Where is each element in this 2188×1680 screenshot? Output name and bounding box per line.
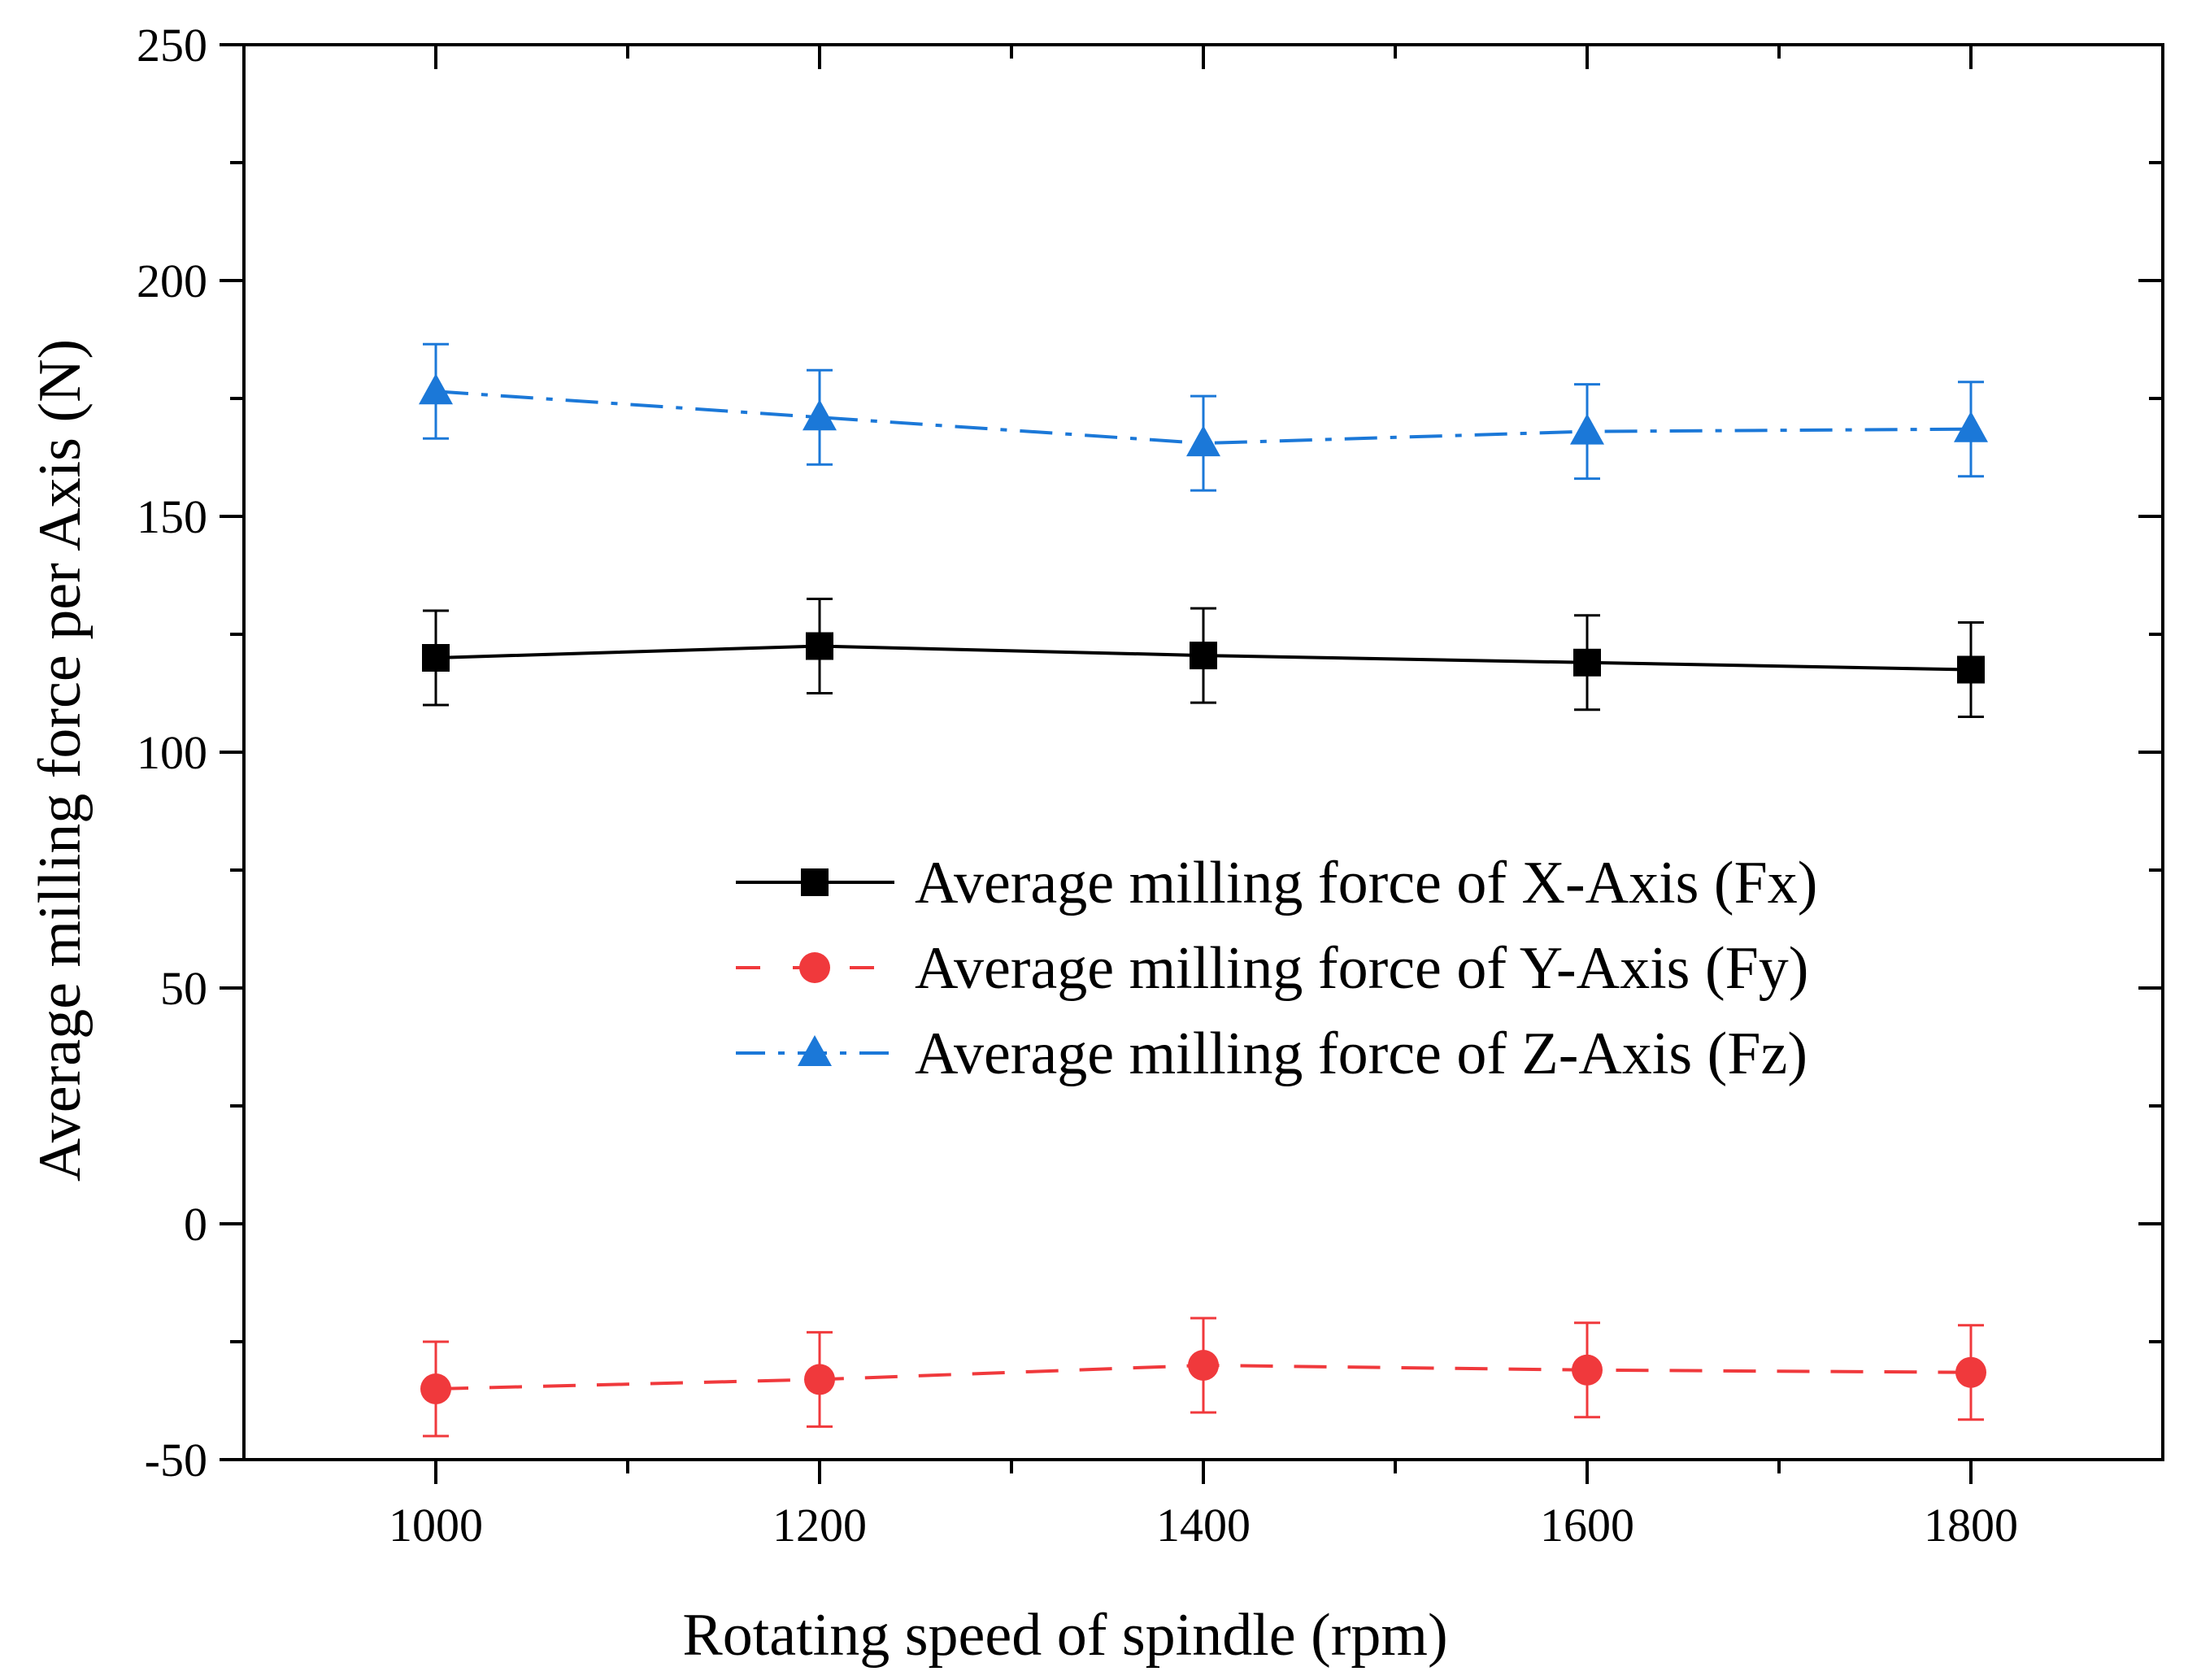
legend-marker — [798, 1035, 832, 1066]
x-tick-label: 1600 — [1540, 1499, 1634, 1552]
data-point-fy — [1188, 1350, 1219, 1381]
legend-marker — [799, 952, 830, 983]
y-tick-label: 250 — [137, 19, 207, 72]
data-point-fz — [1186, 425, 1220, 457]
legend-label: Average milling force of X-Axis (Fx) — [915, 850, 1817, 916]
data-point-fx — [1957, 655, 1985, 684]
data-point-fx — [422, 644, 450, 672]
data-point-fy — [804, 1364, 835, 1395]
series-layer — [419, 342, 1988, 1438]
data-point-fx — [1573, 648, 1601, 677]
y-tick-label: 50 — [160, 962, 207, 1015]
x-tick-label: 1800 — [1924, 1499, 2018, 1552]
x-tick-label: 1200 — [772, 1499, 867, 1552]
x-tick-label: 1000 — [389, 1499, 483, 1552]
legend-entry-fy: Average milling force of Y-Axis (Fy) — [736, 935, 1808, 1002]
data-point-fy — [1955, 1356, 1986, 1388]
data-point-fz — [803, 399, 837, 431]
data-point-fz — [1570, 413, 1604, 445]
y-tick-label: 200 — [137, 255, 207, 307]
data-point-fx — [1190, 642, 1217, 670]
series-fz — [419, 342, 1988, 492]
y-tick-label: 100 — [137, 726, 207, 779]
legend-label: Average milling force of Z-Axis (Fz) — [915, 1021, 1807, 1087]
data-point-fz — [1954, 411, 1988, 442]
y-tick-label: 0 — [184, 1198, 207, 1251]
data-point-fz — [419, 373, 453, 405]
y-axis-title: Average milling force per Axis (N) — [27, 339, 94, 1182]
x-axis-title: Rotating speed of spindle (rpm) — [682, 1602, 1447, 1669]
data-point-fx — [806, 632, 833, 660]
data-point-fy — [420, 1373, 451, 1404]
y-tick-label: 150 — [137, 490, 207, 543]
legend-entry-fx: Average milling force of X-Axis (Fx) — [736, 850, 1817, 916]
axes: 1000 1200 1400 1600 1800 -50 0 50 100 150 200 250 — [137, 19, 2164, 1552]
legend-label: Average milling force of Y-Axis (Fy) — [915, 935, 1808, 1002]
y-tick-label: -50 — [145, 1434, 207, 1486]
legend-entry-fz: Average milling force of Z-Axis (Fz) — [736, 1021, 1807, 1087]
series-fy — [420, 1317, 1986, 1438]
series-fx — [422, 598, 1985, 718]
legend-marker — [801, 868, 829, 896]
data-point-fy — [1572, 1354, 1603, 1386]
x-tick-label: 1400 — [1156, 1499, 1251, 1552]
legend: Average milling force of X-Axis (Fx) Aver… — [736, 850, 1817, 1087]
